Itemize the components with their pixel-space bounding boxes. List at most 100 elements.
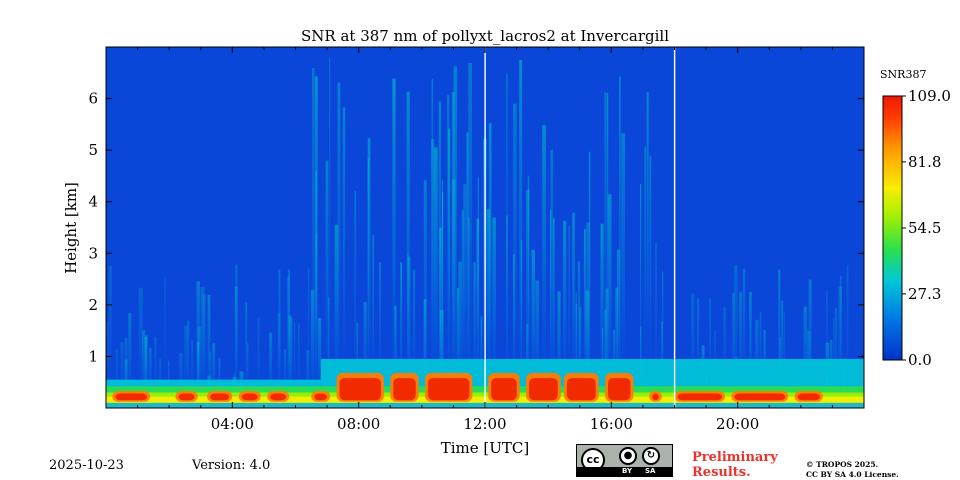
peak-snr-region [566,378,596,401]
signal-column [563,220,567,408]
signal-column [468,62,472,408]
signal-column [392,78,396,408]
peak-snr-region [393,378,416,401]
colorbar-label: SNR387 [880,68,926,81]
signal-column [372,234,374,408]
signal-column [781,300,784,408]
signal-column [826,291,828,408]
x-tick-label: 20:00 [716,415,759,433]
signal-column [577,261,581,408]
signal-column [363,302,367,408]
y-tick-label: 3 [88,244,98,262]
colorbar-tick-label: 0.0 [908,351,932,369]
signal-column [588,151,591,408]
peak-snr-region [115,393,148,401]
signal-column [124,338,128,408]
signal-column [234,286,238,408]
signal-column [723,307,726,408]
signal-column [473,262,476,408]
signal-column [149,347,152,408]
signal-column [407,256,411,408]
signal-column [778,269,781,408]
signal-column [312,68,315,408]
signal-column [839,275,842,408]
signal-column [709,298,711,408]
signal-column [367,138,371,408]
signal-column [334,225,339,408]
colorbar-tick-label: 54.5 [908,219,941,237]
signal-column [329,57,331,408]
signal-column [803,306,807,408]
signal-column [572,212,575,408]
peak-snr-region [734,393,786,401]
peak-snr-region [210,393,230,401]
signal-column [535,280,539,408]
footer-version: Version: 4.0 [192,458,271,473]
signal-column [550,149,553,408]
signal-column [308,268,310,408]
cc-license-badge[interactable]: cc ● ↻ BY SA [576,444,673,477]
signal-column [512,254,515,408]
signal-column [616,249,621,408]
signal-column [606,92,609,408]
y-tick-label: 5 [88,141,98,159]
chart-title: SNR at 387 nm of pollyxt_lacros2 at Inve… [301,27,669,45]
signal-column [742,268,746,408]
data-gap-line [484,47,486,408]
copyright-note: © TROPOS 2025. CC BY SA 4.0 License. [806,460,899,480]
signal-column [846,265,849,408]
x-axis-label: Time [UTC] [441,439,530,457]
colorbar-tick-label: 109.0 [908,87,951,105]
x-tick-label: 12:00 [463,415,506,433]
signal-column [441,180,443,408]
cc-by-label: BY [622,467,633,475]
colorbar-gradient [882,95,903,361]
signal-column [120,341,124,408]
signal-column [447,94,450,408]
signal-column [314,76,318,408]
signal-column [466,132,469,408]
signal-column [542,125,546,408]
signal-column [212,343,216,408]
signal-column [154,336,157,408]
signal-column [739,292,743,408]
signal-column [286,276,290,408]
signal-column [621,133,626,408]
y-axis-label: Height [km] [62,182,80,274]
signal-column [164,277,166,408]
signal-column [456,287,460,408]
signal-column [476,218,479,408]
cc-badge-bar [577,467,672,476]
signal-column [655,243,657,408]
signal-column [288,315,292,408]
x-axis-ticks: 04:00 08:00 12:00 16:00 20:00 [137,47,833,433]
y-tick-label: 6 [88,90,98,108]
peak-snr-region [652,393,659,401]
signal-column [691,293,695,408]
peak-snr-region [677,393,723,401]
signal-column [342,107,346,408]
peak-snr-region [270,393,287,401]
signal-column [486,209,491,408]
signal-column [144,337,147,408]
signal-column [245,302,248,408]
signal-column [278,269,281,408]
signal-column [605,288,609,408]
signal-column [749,291,752,408]
colorbar-tick-label: 81.8 [908,153,941,171]
signal-column [488,123,492,408]
signal-column [184,325,188,408]
signal-column [649,155,652,408]
signal-column [128,313,132,408]
x-tick-label: 08:00 [337,415,380,433]
signal-column [646,92,649,408]
x-tick-label: 16:00 [590,415,633,433]
signal-column [451,179,456,408]
signal-column [196,341,200,408]
signal-column [207,294,211,408]
preliminary-line-2: Results. [692,465,751,480]
y-tick-label: 2 [88,296,98,314]
signal-column [519,60,523,408]
y-tick-label: 4 [88,193,98,211]
